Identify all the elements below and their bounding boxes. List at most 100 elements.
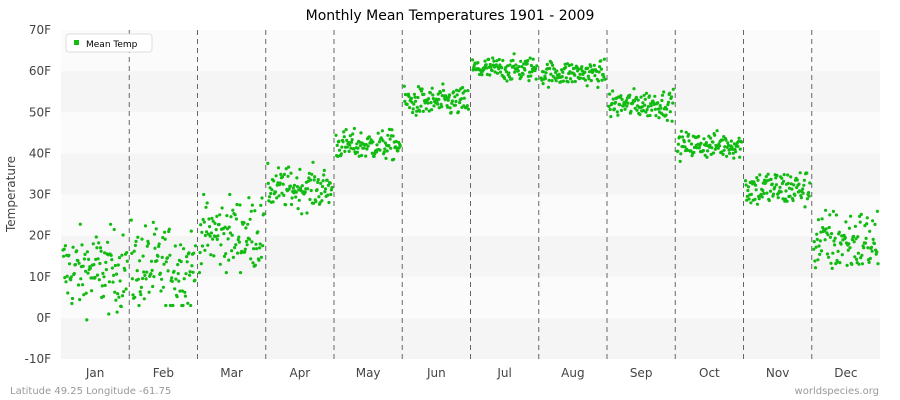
data-point (403, 92, 407, 97)
data-point (835, 260, 840, 264)
data-point (648, 113, 652, 118)
data-point (151, 284, 155, 289)
data-point (738, 147, 742, 151)
data-point (517, 65, 521, 69)
data-point (131, 293, 135, 297)
data-point (306, 187, 310, 191)
data-point (208, 234, 212, 238)
data-point (624, 99, 628, 103)
data-point (224, 252, 228, 256)
data-point (168, 253, 172, 257)
data-point (444, 94, 448, 98)
data-point (271, 200, 275, 204)
data-point (309, 178, 313, 182)
data-point (355, 150, 359, 154)
data-point (590, 70, 595, 74)
data-point (233, 213, 237, 217)
data-point (774, 176, 778, 180)
data-point (805, 171, 809, 175)
data-point (521, 72, 525, 76)
data-point (383, 141, 387, 145)
data-point (330, 185, 334, 190)
data-point (313, 175, 317, 179)
data-point (226, 237, 230, 241)
data-point (547, 78, 551, 82)
data-point (876, 262, 880, 266)
data-point (92, 263, 96, 267)
data-point (564, 76, 568, 80)
data-point (62, 254, 66, 258)
data-point (413, 95, 417, 99)
data-point (67, 262, 72, 266)
data-point (388, 137, 392, 141)
data-point (362, 146, 366, 150)
data-point (69, 275, 73, 279)
data-point (247, 196, 251, 200)
data-point (436, 92, 440, 96)
data-point (875, 250, 879, 254)
data-point (287, 187, 291, 191)
data-point (701, 149, 706, 153)
data-point (816, 218, 821, 222)
data-point (182, 277, 186, 281)
data-point (528, 70, 532, 74)
data-point (495, 59, 499, 63)
data-point (316, 178, 320, 182)
data-point (288, 184, 292, 188)
data-point (432, 104, 436, 108)
data-point (396, 149, 400, 153)
data-point (344, 128, 348, 132)
data-point (762, 191, 766, 196)
data-point (869, 245, 874, 249)
data-point (308, 197, 312, 202)
data-point (287, 165, 291, 169)
data-point (512, 52, 516, 56)
data-point (434, 97, 438, 101)
data-point (101, 271, 105, 275)
data-point (311, 160, 315, 164)
data-point (341, 140, 345, 144)
data-point (63, 276, 67, 280)
data-point (644, 91, 649, 95)
data-point (570, 80, 574, 84)
x-tick-label: Feb (153, 366, 174, 380)
data-point (177, 279, 181, 283)
data-point (257, 258, 261, 262)
data-point (669, 95, 674, 99)
data-point (428, 91, 432, 95)
data-point (414, 113, 418, 117)
data-point (189, 303, 193, 308)
data-point (82, 257, 86, 261)
data-point (453, 103, 457, 107)
data-point (212, 254, 216, 258)
data-point (158, 271, 162, 275)
data-point (306, 179, 310, 183)
data-point (378, 148, 382, 152)
data-point (80, 243, 84, 247)
data-point (868, 256, 872, 261)
data-point (679, 152, 683, 156)
y-tick-label: 70F (29, 23, 51, 37)
data-point (577, 67, 581, 71)
data-point (272, 179, 276, 183)
data-point (146, 241, 151, 246)
data-point (187, 251, 191, 255)
data-point (210, 216, 214, 220)
data-point (517, 73, 522, 77)
data-point (319, 192, 323, 196)
data-point (812, 247, 816, 251)
data-point (653, 94, 657, 98)
data-point (746, 188, 750, 193)
data-point (498, 70, 503, 74)
data-point (193, 278, 197, 282)
data-point (789, 175, 793, 179)
data-point (491, 56, 495, 60)
data-point (823, 238, 827, 242)
data-point (320, 184, 325, 189)
data-point (789, 182, 793, 186)
data-point (100, 284, 104, 288)
data-point (340, 145, 344, 149)
data-point (193, 244, 198, 248)
data-point (816, 258, 820, 262)
data-point (224, 271, 228, 275)
